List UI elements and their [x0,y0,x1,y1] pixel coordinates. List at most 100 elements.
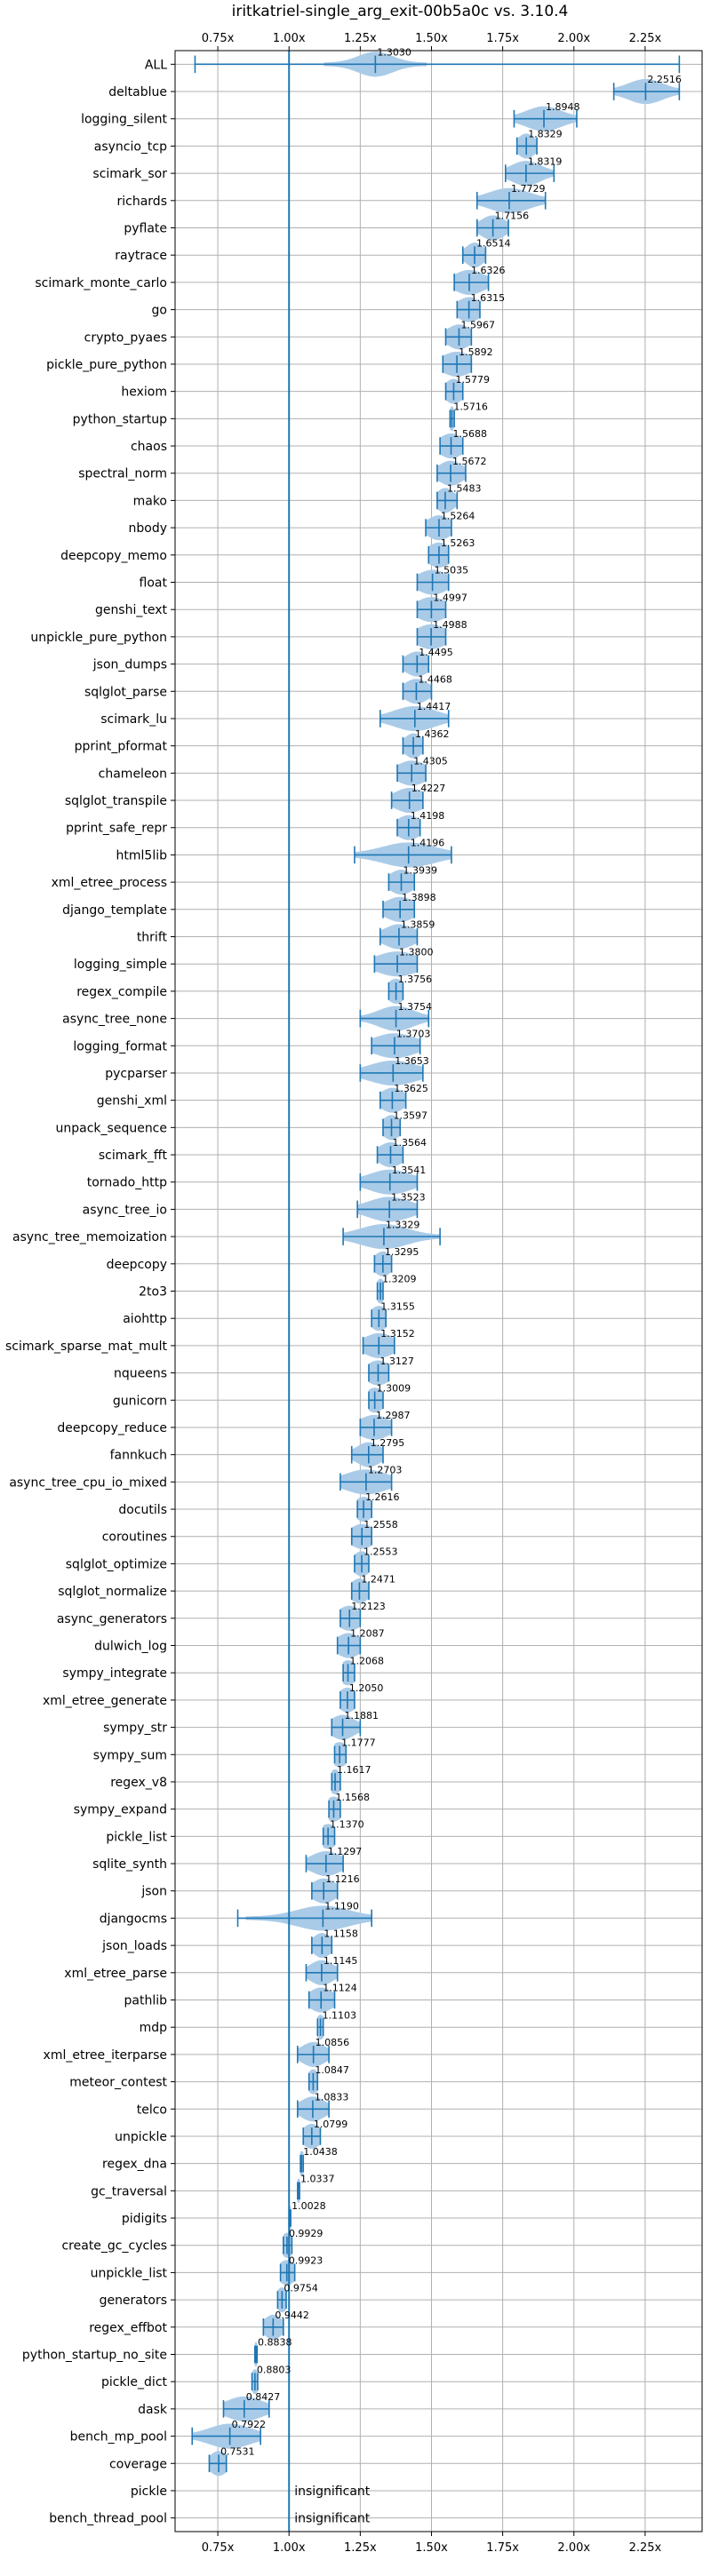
x-tick-label-bottom: 2.00x [557,2541,590,2555]
row-label-coroutines: coroutines [102,1530,167,1545]
row-label-pathlib: pathlib [124,1994,168,2008]
value-label-html5lib: 1.4196 [411,838,445,849]
row-label-pickle-pure-python: pickle_pure_python [46,358,167,372]
row-label-chameleon: chameleon [99,767,167,781]
value-label-scimark-monte-carlo: 1.6326 [471,265,506,276]
value-label-sympy-expand: 1.1568 [335,1792,370,1803]
row-label-gc-traversal: gc_traversal [91,2184,167,2198]
value-label-regex-v8: 1.1617 [337,1764,371,1776]
row-label-raytrace: raytrace [115,249,167,263]
row-label-hexiom: hexiom [121,386,167,400]
row-label-float: float [140,576,168,591]
row-label-generators: generators [100,2294,167,2308]
value-label-deepcopy-memo: 1.5263 [441,537,475,549]
value-label-gc-traversal: 1.0337 [300,2174,335,2185]
value-label-2to3: 1.3209 [382,1274,417,1285]
value-label-djangocms: 1.1190 [324,1901,359,1912]
value-label-scimark-lu: 1.4417 [417,701,451,712]
row-label-regex-v8: regex_v8 [110,1776,167,1790]
row-label-async-generators: async_generators [57,1612,167,1626]
value-label-float: 1.5035 [435,565,469,576]
row-label-docutils: docutils [118,1503,167,1517]
x-tick-label-top: 1.00x [273,32,306,45]
row-label-sympy-integrate: sympy_integrate [62,1666,167,1681]
value-label-unpack-sequence: 1.3597 [394,1110,428,1122]
value-label-dulwich-log: 1.2087 [350,1628,385,1640]
row-label-sqlglot-transpile: sqlglot_transpile [65,794,167,808]
row-label-unpack-sequence: unpack_sequence [56,1121,167,1135]
row-label-sympy-str: sympy_str [103,1721,167,1736]
value-label-chaos: 1.5688 [453,428,488,440]
chart-title: iritkatriel-single_arg_exit-00b5a0c vs. … [232,3,569,20]
row-label-gunicorn: gunicorn [113,1394,167,1408]
x-tick-label-bottom: 2.25x [629,2541,662,2555]
row-label-pickle-list: pickle_list [106,1830,167,1844]
row-label-deepcopy-reduce: deepcopy_reduce [57,1421,167,1435]
x-tick-label-bottom: 1.25x [344,2541,377,2555]
row-label-deepcopy-memo: deepcopy_memo [60,549,167,563]
value-label-bench-mp-pool: 0.7922 [232,2419,267,2430]
row-label-create-gc-cycles: create_gc_cycles [61,2239,167,2254]
insignificant-label-pickle: insignificant [294,2485,371,2499]
value-label-docutils: 1.2616 [365,1491,400,1503]
row-label-pickle: pickle [131,2485,167,2499]
insignificant-label-bench-thread-pool: insignificant [294,2512,371,2526]
labels: 0.75x 0.75x 1.00x 1.00x 1.25x 1.25x 1.50x 1.50x… [5,32,682,2555]
row-label-sympy-expand: sympy_expand [74,1803,167,1817]
value-label-nbody: 1.5264 [441,510,475,521]
row-label-all: ALL [145,58,167,72]
value-label-python-startup-no-site: 0.8838 [258,2337,292,2349]
row-label-python-startup: python_startup [73,412,167,426]
row-label-scimark-monte-carlo: scimark_monte_carlo [35,276,167,290]
value-label-sympy-sum: 1.1777 [341,1737,376,1748]
row-label-asyncio-tcp: asyncio_tcp [94,139,167,154]
value-label-raytrace: 1.6514 [476,237,511,249]
value-label-async-tree-cpu-io-mixed: 1.2703 [368,1465,403,1476]
row-label-xml-etree-iterparse: xml_etree_iterparse [44,2048,167,2063]
row-label-go: go [152,304,167,318]
row-label-pyflate: pyflate [124,222,167,236]
value-label-pycparser: 1.3653 [395,1055,429,1067]
value-label-mdp: 1.1103 [323,2009,357,2021]
row-label-xml-etree-generate: xml_etree_generate [43,1694,167,1708]
row-label-json-dumps: json_dumps [92,658,167,672]
x-tick-label-top: 1.50x [415,32,448,45]
value-label-json: 1.1216 [325,1873,360,1885]
value-label-pidigits: 1.0028 [292,2200,326,2212]
value-label-deltablue: 2.2516 [647,74,682,85]
value-label-meteor-contest: 1.0847 [315,2064,349,2076]
value-label-deepcopy-reduce: 1.2987 [376,1410,411,1421]
row-label-async-tree-memoization: async_tree_memoization [12,1230,167,1244]
row-label-scimark-sor: scimark_sor [92,167,167,181]
x-tick-label-bottom: 1.00x [273,2541,306,2555]
row-label-scimark-fft: scimark_fft [99,1149,168,1163]
value-label-create-gc-cycles: 0.9929 [289,2228,324,2239]
row-label-pprint-pformat: pprint_pformat [75,740,168,754]
row-label-logging-simple: logging_simple [74,958,167,972]
row-label-pprint-safe-repr: pprint_safe_repr [66,822,167,836]
row-label-pidigits: pidigits [122,2212,167,2226]
value-label-scimark-fft: 1.3564 [392,1137,427,1149]
value-label-async-tree-io: 1.3523 [391,1192,426,1204]
value-label-xml-etree-iterparse: 1.0856 [316,2037,350,2048]
row-label-mako: mako [133,494,167,508]
value-label-python-startup: 1.5716 [453,402,488,413]
row-label-sqlite-synth: sqlite_synth [92,1857,167,1872]
value-label-sympy-integrate: 1.2068 [350,1655,385,1666]
row-label-2to3: 2to3 [139,1285,167,1300]
value-label-pyflate: 1.7156 [495,211,530,222]
row-label-logging-silent: logging_silent [81,113,167,127]
value-label-dask: 0.8427 [246,2391,281,2403]
row-label-sqlglot-parse: sqlglot_parse [84,685,167,699]
row-label-coverage: coverage [109,2457,167,2471]
row-label-regex-effbot: regex_effbot [89,2321,167,2335]
row-label-mdp: mdp [140,2021,168,2035]
row-label-spectral-norm: spectral_norm [78,467,167,481]
value-label-xml-etree-process: 1.3939 [403,864,437,876]
grid [171,46,702,2536]
x-tick-label-top: 2.00x [557,32,590,45]
value-label-hexiom: 1.5779 [455,374,490,386]
row-label-pickle-dict: pickle_dict [101,2375,168,2389]
value-label-telco: 1.0833 [315,2091,349,2103]
row-label-regex-compile: regex_compile [76,985,167,999]
